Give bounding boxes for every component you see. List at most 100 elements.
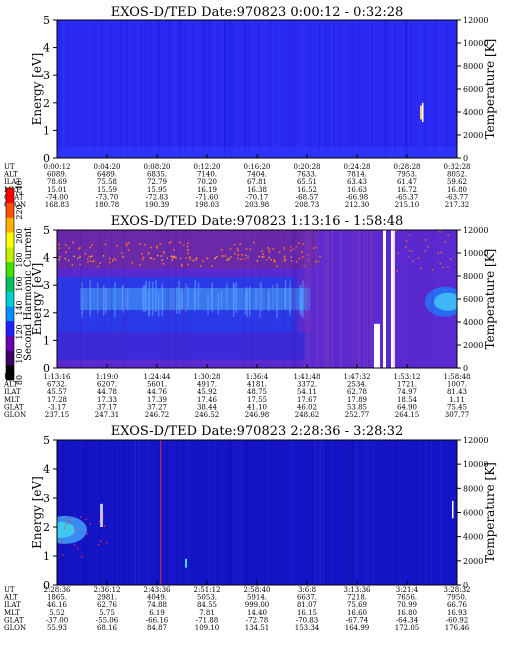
data-speckle: [144, 244, 146, 246]
data-stripe: [355, 230, 357, 368]
data-speckle: [301, 256, 304, 258]
table-row-label: ILAT: [4, 601, 21, 609]
data-speckle: [408, 256, 410, 258]
table-row-label: MLT: [4, 396, 20, 404]
data-stripe: [439, 440, 441, 585]
data-stripe: [168, 230, 170, 368]
data-speckle: [439, 231, 441, 233]
y2-tick-label: 8000: [463, 272, 483, 281]
data-stripe: [293, 230, 295, 368]
table-cell: 2981.: [97, 594, 117, 602]
band-stripe: [245, 286, 247, 311]
data-stripe: [372, 230, 374, 368]
data-speckle: [199, 265, 202, 267]
table-cell: -66.16: [146, 616, 169, 624]
table-cell: 1:53:12: [394, 373, 421, 381]
data-stripe: [296, 230, 298, 368]
y2-tick-label: 8000: [463, 62, 483, 71]
data-stripe: [393, 440, 395, 585]
data-stripe: [166, 230, 168, 368]
data-speckle: [79, 256, 81, 259]
band-stripe: [157, 292, 160, 317]
table-cell: 5601.: [147, 381, 167, 389]
data-speckle: [64, 257, 67, 260]
data-speckle: [87, 261, 89, 263]
table-cell: 37.27: [147, 403, 167, 411]
data-speckle: [227, 257, 230, 260]
data-stripe: [126, 20, 128, 158]
data-speckle: [405, 246, 407, 248]
data-speckle: [159, 243, 162, 245]
table-cell: 2534.: [347, 381, 367, 389]
data-speckle: [395, 230, 398, 232]
band-stripe: [161, 289, 164, 308]
table-cell: -70.17: [246, 193, 268, 201]
data-stripe: [176, 440, 177, 585]
data-speckle: [153, 258, 155, 260]
band-stripe: [217, 293, 220, 315]
data-speckle: [308, 258, 310, 261]
data-stripe: [349, 20, 351, 158]
small-feature: [185, 558, 187, 568]
data-stripe: [354, 230, 356, 368]
table-cell: 67.81: [247, 178, 267, 186]
data-stripe: [158, 20, 160, 158]
data-speckle: [115, 259, 117, 261]
data-stripe: [328, 20, 330, 158]
data-speckle: [99, 262, 101, 264]
data-speckle: [268, 251, 271, 253]
table-cell: 16.60: [347, 609, 367, 617]
data-stripe: [331, 440, 333, 585]
data-stripe: [327, 230, 329, 368]
data-stripe: [384, 20, 386, 158]
data-speckle: [295, 245, 297, 248]
band-stripe: [126, 288, 129, 311]
data-speckle: [237, 254, 239, 256]
data-stripe: [325, 440, 326, 585]
data-gap: [374, 323, 380, 368]
table-cell: 81.43: [447, 388, 467, 396]
data-speckle: [317, 260, 320, 263]
data-stripe: [348, 230, 350, 368]
data-stripe: [61, 230, 63, 368]
data-speckle: [149, 257, 152, 259]
data-speckle: [282, 260, 285, 262]
data-speckle: [122, 256, 124, 258]
data-stripe: [271, 230, 273, 368]
data-stripe: [358, 20, 360, 158]
data-speckle: [297, 242, 300, 244]
table-cell: 264.15: [395, 411, 420, 419]
y2-tick-label: 12000: [463, 16, 488, 25]
colorbar-segment: [6, 350, 14, 366]
chart-title: EXOS-D/TED Date:970823 1:13:16 - 1:58:48: [111, 214, 404, 229]
data-speckle: [128, 242, 130, 244]
data-speckle: [109, 261, 111, 264]
y2-tick-label: 8000: [463, 484, 483, 493]
data-stripe: [177, 440, 179, 585]
data-stripe: [208, 440, 210, 585]
band-stripe: [155, 280, 157, 312]
data-stripe: [286, 440, 288, 585]
chart-title: EXOS-D/TED Date:970823 0:00:12 - 0:32:28: [111, 5, 404, 20]
table-cell: 1721.: [397, 381, 417, 389]
data-speckle: [77, 247, 80, 250]
data-stripe: [192, 20, 194, 158]
data-speckle: [160, 255, 163, 257]
data-speckle: [409, 234, 411, 236]
colorbar-segment: [6, 276, 14, 292]
data-stripe: [125, 230, 127, 368]
data-speckle: [98, 520, 101, 523]
table-cell: 164.99: [345, 624, 370, 632]
data-stripe: [302, 20, 304, 158]
y-tick-label: 2: [43, 307, 50, 320]
data-stripe: [410, 20, 412, 158]
data-stripe: [327, 230, 330, 368]
data-stripe: [169, 20, 171, 158]
table-cell: 15.01: [47, 186, 67, 194]
colorbar-tick-label: 240: [15, 180, 24, 195]
data-speckle: [290, 256, 292, 258]
data-speckle: [171, 259, 173, 261]
table-cell: 15.59: [97, 186, 117, 194]
data-stripe: [66, 440, 68, 585]
data-stripe: [416, 440, 418, 585]
